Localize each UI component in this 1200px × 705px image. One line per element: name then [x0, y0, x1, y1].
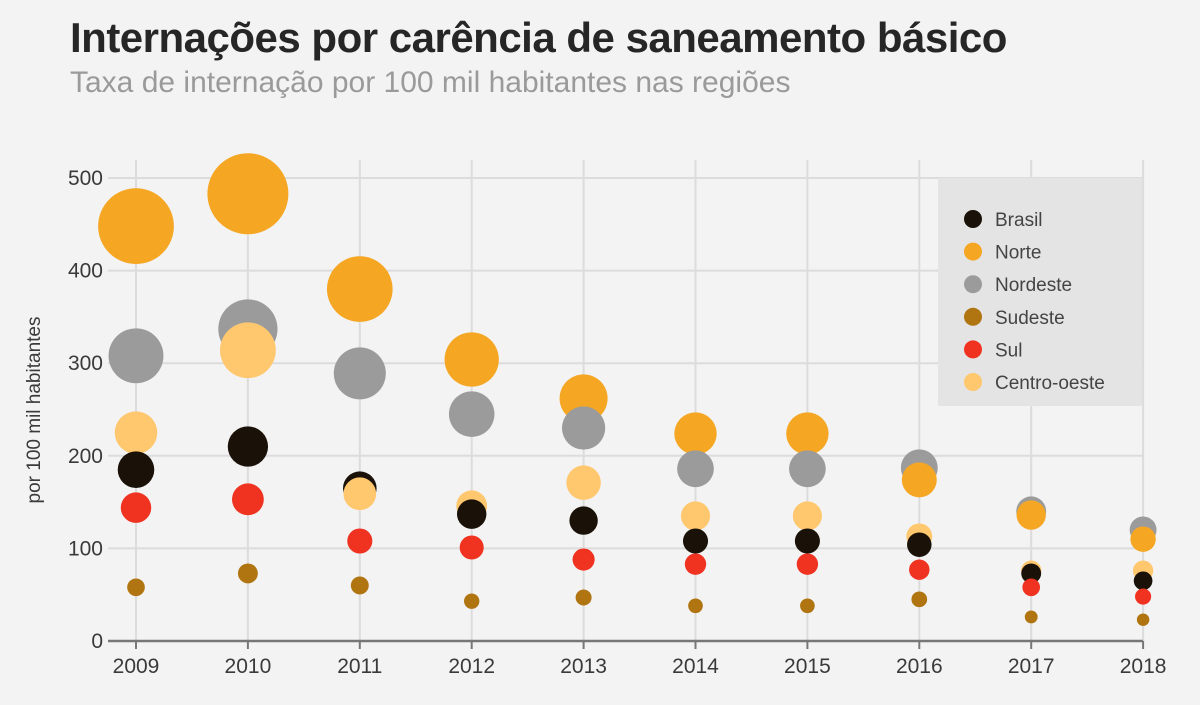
- legend-label-brasil: Brasil: [995, 210, 1043, 231]
- point-brasil-2017: [1021, 563, 1042, 584]
- point-sudeste-2013: [575, 589, 592, 606]
- point-sudeste-2012: [463, 593, 480, 609]
- point-centro-oeste-2015: [792, 501, 822, 531]
- point-sudeste-2016: [911, 591, 928, 608]
- legend-label-centro-oeste: Centro-oeste: [995, 373, 1105, 394]
- point-norte-2010: [207, 153, 289, 235]
- point-norte-2014: [674, 412, 717, 455]
- y-tick-label: 200: [68, 445, 103, 468]
- y-axis: 0 100 200 300 400 500: [68, 167, 103, 653]
- point-sudeste-2009: [127, 578, 145, 597]
- point-brasil-2013: [569, 506, 598, 535]
- point-brasil-2010: [227, 426, 269, 467]
- point-sul-2013: [572, 548, 595, 571]
- x-tick-label: 2011: [337, 655, 382, 678]
- point-sul-2010: [232, 483, 264, 516]
- point-norte-2011: [326, 256, 393, 322]
- point-sul-2016: [909, 559, 930, 580]
- point-centro-oeste-2013: [566, 465, 601, 500]
- x-tick-label: 2018: [1120, 655, 1167, 678]
- legend-marker-sudeste: [964, 307, 982, 326]
- point-brasil-2012: [456, 499, 487, 529]
- point-sudeste-2017: [1024, 610, 1038, 624]
- y-tick-label: 500: [68, 167, 103, 190]
- y-tick-label: 400: [68, 260, 103, 283]
- point-norte-2017: [1016, 500, 1046, 530]
- legend-marker-sul: [964, 340, 982, 359]
- point-nordeste-2015: [789, 450, 826, 488]
- legend-marker-nordeste: [964, 275, 982, 294]
- point-nordeste-2012: [448, 391, 495, 437]
- x-tick-label: 2009: [113, 655, 160, 678]
- point-norte-2012: [444, 332, 499, 387]
- point-sul-2014: [684, 553, 707, 575]
- y-tick-label: 0: [91, 630, 103, 653]
- y-tick-label: 300: [68, 352, 103, 375]
- data-points: [98, 153, 1157, 626]
- legend-marker-norte: [964, 242, 982, 261]
- point-norte-2009: [98, 188, 174, 265]
- point-centro-oeste-2014: [680, 501, 711, 531]
- legend-label-sudeste: Sudeste: [995, 308, 1065, 329]
- chart-title: Internações por carência de saneamento b…: [70, 14, 1007, 61]
- point-sudeste-2018: [1136, 613, 1150, 626]
- point-sul-2017: [1022, 578, 1041, 597]
- legend: Brasil Norte Nordeste Sudeste Sul Centro-oest…: [964, 210, 1105, 394]
- legend-label-norte: Norte: [995, 243, 1041, 264]
- point-nordeste-2013: [561, 406, 606, 450]
- point-nordeste-2009: [108, 328, 164, 384]
- x-tick-label: 2017: [1008, 655, 1055, 678]
- point-sul-2011: [347, 528, 373, 554]
- chart-subtitle: Taxa de internação por 100 mil habitante…: [70, 66, 791, 99]
- x-tick-label: 2010: [225, 655, 272, 678]
- point-sul-2009: [120, 492, 152, 523]
- legend-label-nordeste: Nordeste: [995, 275, 1072, 296]
- point-brasil-2014: [682, 528, 709, 554]
- point-sul-2018: [1135, 588, 1152, 605]
- point-sudeste-2014: [688, 598, 703, 614]
- x-tick-label: 2016: [896, 655, 943, 678]
- legend-marker-brasil: [964, 210, 982, 228]
- point-norte-2016: [901, 462, 937, 498]
- point-norte-2015: [786, 412, 829, 455]
- point-centro-oeste-2011: [343, 477, 377, 511]
- point-nordeste-2011: [333, 347, 386, 400]
- point-nordeste-2014: [677, 450, 714, 488]
- point-norte-2018: [1130, 526, 1156, 552]
- point-sul-2012: [459, 535, 484, 560]
- point-brasil-2015: [794, 528, 820, 554]
- point-centro-oeste-2010: [220, 322, 276, 379]
- x-axis: 2009 2010 2011 2012 2013 2014 2015 2016 2017 2018: [108, 639, 1167, 678]
- legend-label-sul: Sul: [995, 340, 1022, 361]
- point-brasil-2009: [117, 451, 155, 488]
- point-sudeste-2010: [237, 563, 258, 584]
- y-tick-label: 100: [68, 537, 103, 560]
- point-sul-2015: [796, 553, 819, 575]
- x-tick-label: 2015: [784, 655, 831, 678]
- x-tick-label: 2013: [560, 655, 607, 678]
- point-brasil-2016: [907, 532, 932, 557]
- x-tick-label: 2014: [672, 655, 719, 678]
- point-sudeste-2015: [800, 598, 815, 614]
- point-sudeste-2011: [350, 576, 369, 595]
- legend-marker-centro-oeste: [964, 373, 982, 391]
- point-brasil-2018: [1133, 571, 1153, 591]
- point-centro-oeste-2009: [114, 411, 158, 454]
- y-axis-label: por 100 mil habitantes: [24, 317, 45, 504]
- x-tick-label: 2012: [448, 655, 495, 678]
